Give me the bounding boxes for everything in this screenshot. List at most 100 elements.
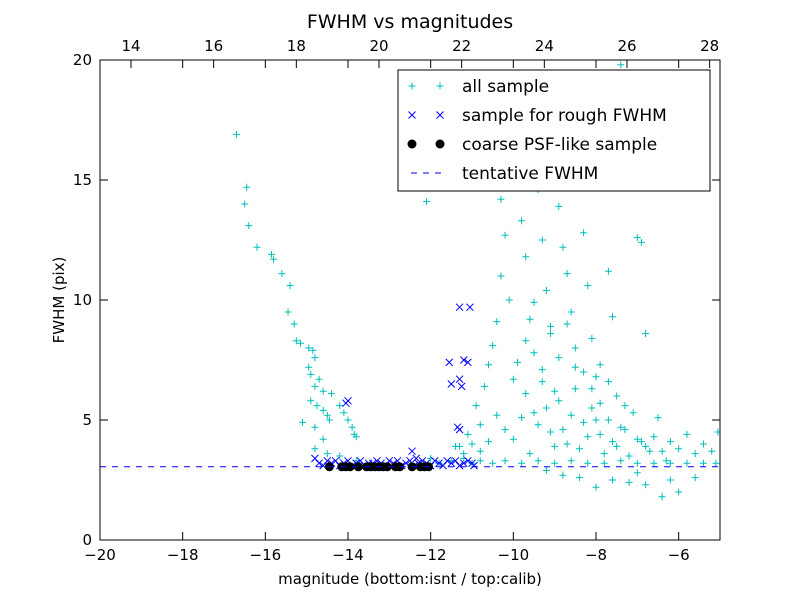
all-sample-point <box>691 474 699 482</box>
all-sample-point <box>637 238 645 246</box>
all-sample-point <box>666 438 674 446</box>
all-sample-point <box>596 399 604 407</box>
legend-plus-swatch <box>436 82 444 90</box>
rough-fwhm-point <box>457 382 466 391</box>
all-sample-point <box>609 313 617 321</box>
all-sample-point <box>311 354 319 362</box>
legend-box <box>397 69 711 192</box>
all-sample-point <box>253 243 261 251</box>
all-sample-point <box>547 322 555 330</box>
legend-label: sample for rough FWHM <box>462 106 667 126</box>
all-sample-point <box>650 459 658 467</box>
top-x-axis: 14 16 18 20 22 24 26 28 <box>121 37 719 68</box>
all-sample-point <box>575 445 583 453</box>
rough-fwhm-point <box>447 459 456 468</box>
all-sample-point <box>625 452 633 460</box>
rough-fwhm-point <box>455 303 464 312</box>
all-sample-point <box>613 442 621 450</box>
all-sample-point <box>352 433 360 441</box>
all-sample-point <box>319 406 327 414</box>
rough-fwhm-point <box>447 380 456 388</box>
all-sample-point <box>278 270 286 278</box>
top-x-tick-label: 18 <box>287 37 306 55</box>
all-sample-point <box>675 445 683 453</box>
bottom-x-axis: −20 −18 −16 −14 −12 −10 −8 −6 <box>84 60 690 564</box>
all-sample-point <box>493 318 501 326</box>
all-sample-point <box>348 423 356 431</box>
all-sample-point <box>325 416 333 424</box>
x-tick-label: −20 <box>84 546 116 564</box>
all-sample-point <box>307 397 315 405</box>
y-tick-label: 0 <box>82 531 92 549</box>
top-x-tick-label: 14 <box>121 37 140 55</box>
all-sample-point <box>588 334 596 342</box>
all-sample-point <box>489 342 497 350</box>
all-sample-point <box>292 337 300 345</box>
all-sample-point <box>538 366 546 374</box>
all-sample-point <box>311 445 319 453</box>
all-sample-point <box>617 457 625 465</box>
all-sample-point <box>518 459 526 467</box>
all-sample-point <box>468 440 476 448</box>
all-sample-point <box>319 387 327 395</box>
legend-entry: tentative FWHM <box>411 164 598 184</box>
all-sample-point <box>476 421 484 429</box>
series-sample-for-rough-fwhm <box>311 303 478 470</box>
rough-fwhm-point <box>466 303 474 312</box>
all-sample-point <box>571 344 579 352</box>
all-sample-point <box>666 459 674 467</box>
all-sample-point <box>232 130 240 138</box>
all-sample-point <box>530 298 538 306</box>
legend-entry: all sample <box>408 77 549 97</box>
all-sample-point <box>497 272 505 280</box>
all-sample-point <box>245 222 253 230</box>
all-sample-point <box>286 282 294 290</box>
legend-dot-swatch <box>407 139 417 149</box>
all-sample-point <box>600 459 608 467</box>
all-sample-point <box>547 428 555 436</box>
all-sample-point <box>284 308 292 316</box>
all-sample-point <box>538 378 546 386</box>
all-sample-point <box>485 361 493 369</box>
all-sample-point <box>518 217 526 225</box>
all-sample-point <box>501 231 509 239</box>
all-sample-point <box>617 423 625 431</box>
all-sample-point <box>323 411 331 419</box>
top-x-tick-label: 26 <box>617 37 636 55</box>
rough-fwhm-point <box>430 456 439 465</box>
all-sample-point <box>633 435 641 443</box>
all-sample-point <box>551 387 559 395</box>
all-sample-point <box>480 382 488 390</box>
all-sample-point <box>551 459 559 467</box>
all-sample-point <box>559 243 567 251</box>
all-sample-point <box>683 459 691 467</box>
all-sample-point <box>476 457 484 465</box>
all-sample-point <box>600 450 608 458</box>
all-sample-point <box>658 493 666 501</box>
all-sample-point <box>592 416 600 424</box>
top-x-tick-label: 24 <box>535 37 554 55</box>
all-sample-point <box>712 459 720 467</box>
all-sample-point <box>555 202 563 210</box>
all-sample-point <box>505 296 513 304</box>
legend-cross-swatch <box>436 111 444 119</box>
all-sample-point <box>588 385 596 393</box>
all-sample-point <box>683 430 691 438</box>
all-sample-point <box>530 409 538 417</box>
rough-fwhm-point <box>315 459 323 468</box>
legend-plus-swatch <box>408 82 416 90</box>
all-sample-point <box>313 402 321 410</box>
all-sample-point <box>604 378 612 386</box>
all-sample-point <box>530 349 538 357</box>
x-tick-label: −16 <box>250 546 282 564</box>
all-sample-point <box>464 430 472 438</box>
rough-fwhm-point <box>412 454 421 463</box>
all-sample-point <box>691 450 699 458</box>
legend-label: all sample <box>462 77 549 97</box>
all-sample-point <box>642 481 650 489</box>
chart-title: FWHM vs magnitudes <box>307 11 513 33</box>
all-sample-point <box>423 198 431 206</box>
rough-fwhm-point <box>408 447 416 456</box>
all-sample-point <box>327 390 335 398</box>
